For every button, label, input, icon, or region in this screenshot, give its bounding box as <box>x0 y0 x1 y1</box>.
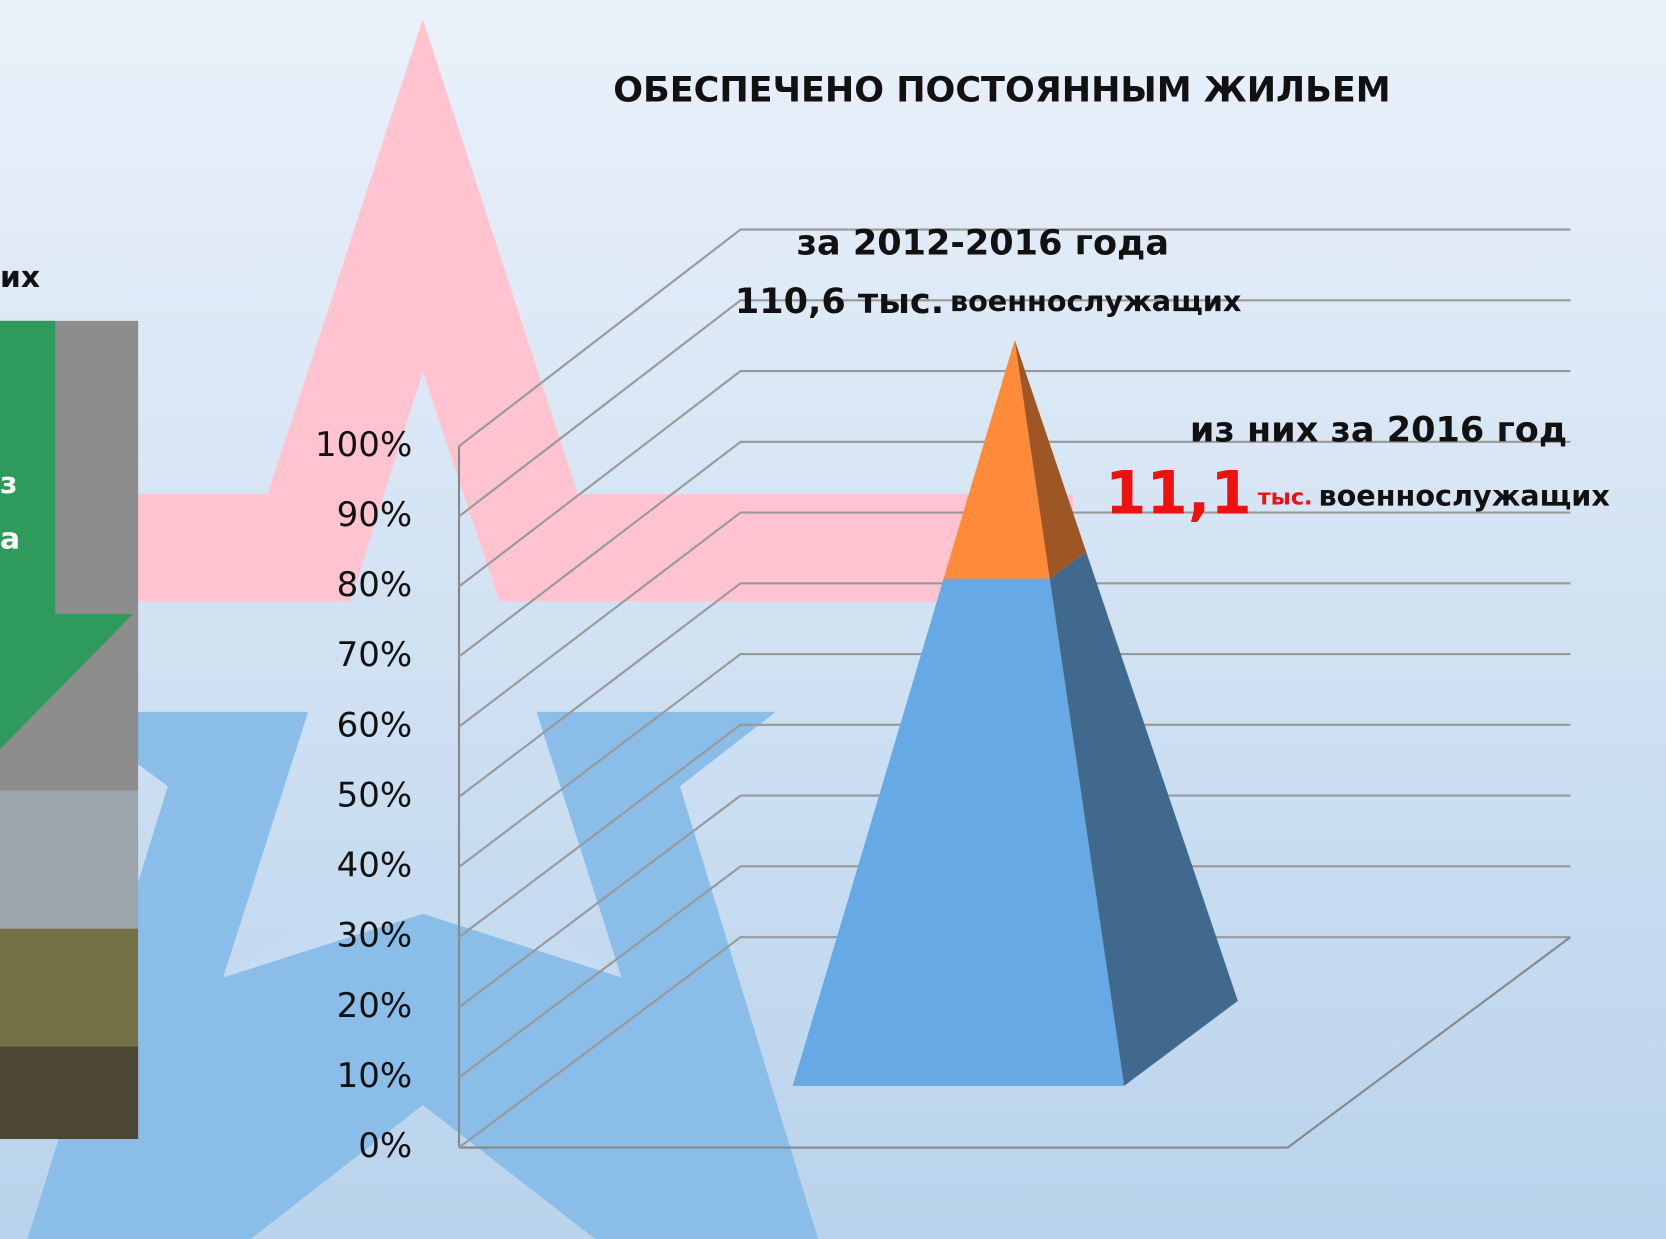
annotation: 110,6 тыс. <box>735 281 944 322</box>
annotation: за 2012-2016 года <box>797 222 1169 263</box>
panel-text: з <box>0 466 17 501</box>
panel-text: их <box>0 260 40 295</box>
slide: их з а 0% 10% 20% 30% 40% 50% 60% 70% 80% 90% 100%… <box>0 0 1666 1239</box>
panel-block <box>0 791 138 929</box>
y-tick-label: 0% <box>358 1126 412 1166</box>
panel-block <box>0 1047 138 1139</box>
chart-title: ОБЕСПЕЧЕНО ПОСТОЯННЫМ ЖИЛЬЕМ <box>613 69 1390 110</box>
y-tick-label: 10% <box>337 1056 413 1096</box>
y-tick-label: 40% <box>337 846 413 886</box>
annotation: военнослужащих <box>1318 478 1610 512</box>
panel-text: а <box>0 521 20 556</box>
annotation: тыс. <box>1258 484 1313 510</box>
page: {"chart_data": {"type": "pyramid", "titl… <box>0 0 1666 1239</box>
annotation: 110,6 тыс. военнослужащих <box>735 281 1242 322</box>
annotation: из них за 2016 год <box>1190 409 1567 450</box>
y-tick-label: 100% <box>315 425 412 465</box>
y-tick-label: 60% <box>337 705 413 745</box>
y-tick-label: 20% <box>337 986 413 1026</box>
y-tick-label: 80% <box>337 565 413 605</box>
annotation: 11,1 <box>1105 459 1252 528</box>
annotation: военнослужащих <box>950 284 1242 318</box>
panel-block <box>0 929 138 1047</box>
y-tick-label: 30% <box>337 916 413 956</box>
y-tick-label: 90% <box>337 495 413 535</box>
y-tick-label: 50% <box>337 775 413 815</box>
y-tick-label: 70% <box>337 635 413 675</box>
